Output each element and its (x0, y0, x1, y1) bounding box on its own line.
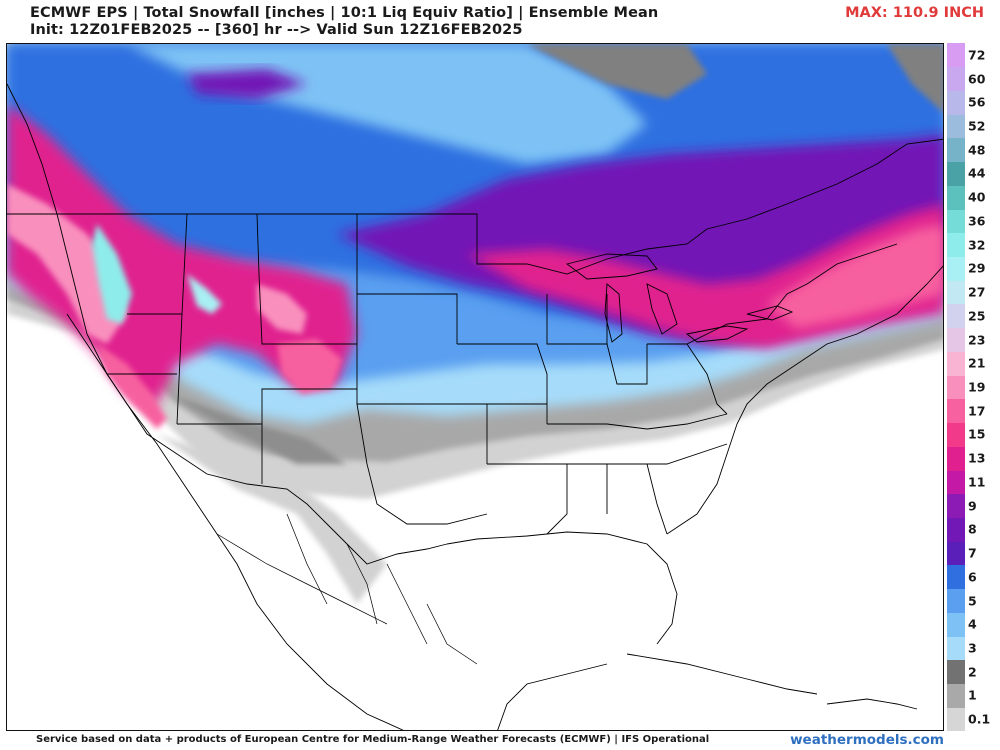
colorbar-label-29: 29 (968, 260, 986, 276)
colorbar-swatch-29 (947, 256, 965, 281)
colorbar-swatch-48 (947, 137, 965, 163)
colorbar-label-13: 13 (968, 450, 986, 466)
snow-area-canada-gray (527, 44, 707, 99)
colorbar-swatch-19 (947, 375, 965, 400)
colorbar-label-15: 15 (968, 426, 986, 442)
colorbar-swatch-15 (947, 422, 965, 447)
colorbar-swatch-7 (947, 541, 965, 566)
colorbar-swatch-9 (947, 493, 965, 518)
snowfall-map (6, 43, 944, 731)
snow-area-northeast-pink (767, 224, 943, 329)
colorbar-swatch-40 (947, 185, 965, 210)
snowfall-map-svg (7, 44, 943, 730)
colorbar-label-8: 8 (968, 521, 977, 537)
snow-area-west-cyan (92, 224, 132, 324)
colorbar-label-72: 72 (968, 47, 986, 63)
colorbar-label-21: 21 (968, 355, 986, 371)
colorbar-label-7: 7 (968, 545, 977, 561)
colorbar-label-36: 36 (968, 213, 986, 229)
colorbar-label-48: 48 (968, 142, 986, 158)
colorbar-label-44: 44 (968, 165, 986, 181)
colorbar-label-27: 27 (968, 284, 986, 300)
colorbar-swatch-25 (947, 303, 965, 329)
colorbar-swatch-60 (947, 66, 965, 91)
mexico-borders (216, 513, 478, 665)
colorbar-swatch-17 (947, 398, 965, 424)
colorbar-swatch-23 (947, 327, 965, 352)
snow-area-sierra-pink (97, 344, 167, 429)
colorbar-label-0_1: 0.1 (968, 711, 991, 727)
colorbar-label-11: 11 (968, 474, 986, 490)
colorbar-swatch-1 (947, 683, 965, 708)
footer-site-link[interactable]: weathermodels.com (790, 732, 944, 748)
colorbar (947, 43, 965, 732)
footer-credit: Service based on data + products of Euro… (36, 734, 710, 745)
colorbar-swatch-36 (947, 209, 965, 234)
colorbar-swatch-72 (947, 43, 965, 68)
colorbar-swatch-5 (947, 588, 965, 613)
colorbar-label-23: 23 (968, 332, 986, 348)
colorbar-swatch-0_1 (947, 707, 965, 732)
snow-area-colorado-pink (277, 339, 342, 394)
colorbar-label-4: 4 (968, 616, 977, 632)
colorbar-swatch-2 (947, 659, 965, 685)
colorbar-swatch-27 (947, 280, 965, 305)
coastlines (7, 83, 943, 730)
colorbar-label-5: 5 (968, 593, 977, 609)
colorbar-label-60: 60 (968, 71, 986, 87)
colorbar-swatch-13 (947, 446, 965, 471)
colorbar-swatch-44 (947, 161, 965, 186)
colorbar-label-25: 25 (968, 308, 986, 324)
colorbar-swatch-21 (947, 351, 965, 376)
snow-area-wyoming-pink (257, 284, 307, 334)
colorbar-swatch-3 (947, 636, 965, 661)
colorbar-label-17: 17 (968, 403, 986, 419)
colorbar-label-1: 1 (968, 687, 977, 703)
max-value-label: MAX: 110.9 INCH (845, 5, 984, 21)
colorbar-label-9: 9 (968, 498, 977, 514)
colorbar-label-6: 6 (968, 569, 977, 585)
colorbar-swatch-56 (947, 90, 965, 115)
map-title: ECMWF EPS | Total Snowfall [inches | 10:… (30, 5, 659, 21)
colorbar-label-32: 32 (968, 237, 986, 253)
colorbar-swatch-6 (947, 564, 965, 590)
colorbar-swatch-32 (947, 232, 965, 257)
colorbar-label-3: 3 (968, 640, 977, 656)
map-subtitle: Init: 12Z01FEB2025 -- [360] hr --> Valid… (30, 22, 523, 38)
colorbar-label-56: 56 (968, 94, 986, 110)
snow-area-west-pink (7, 184, 127, 344)
snow-area-idaho-cyan (187, 274, 222, 314)
snow-area-quebec-gray (887, 44, 943, 113)
snow-area-gray-southwest (167, 394, 347, 464)
gulf-of-mexico (427, 534, 662, 669)
colorbar-swatch-52 (947, 114, 965, 139)
colorbar-label-2: 2 (968, 664, 977, 680)
colorbar-label-19: 19 (968, 379, 986, 395)
colorbar-label-40: 40 (968, 189, 986, 205)
great-lakes (565, 253, 794, 343)
colorbar-swatch-4 (947, 612, 965, 637)
colorbar-label-52: 52 (968, 118, 986, 134)
colorbar-swatch-11 (947, 470, 965, 495)
colorbar-swatch-8 (947, 517, 965, 542)
snow-area-purple-north (187, 69, 307, 99)
snow-area-light-gray-south (157, 434, 387, 604)
